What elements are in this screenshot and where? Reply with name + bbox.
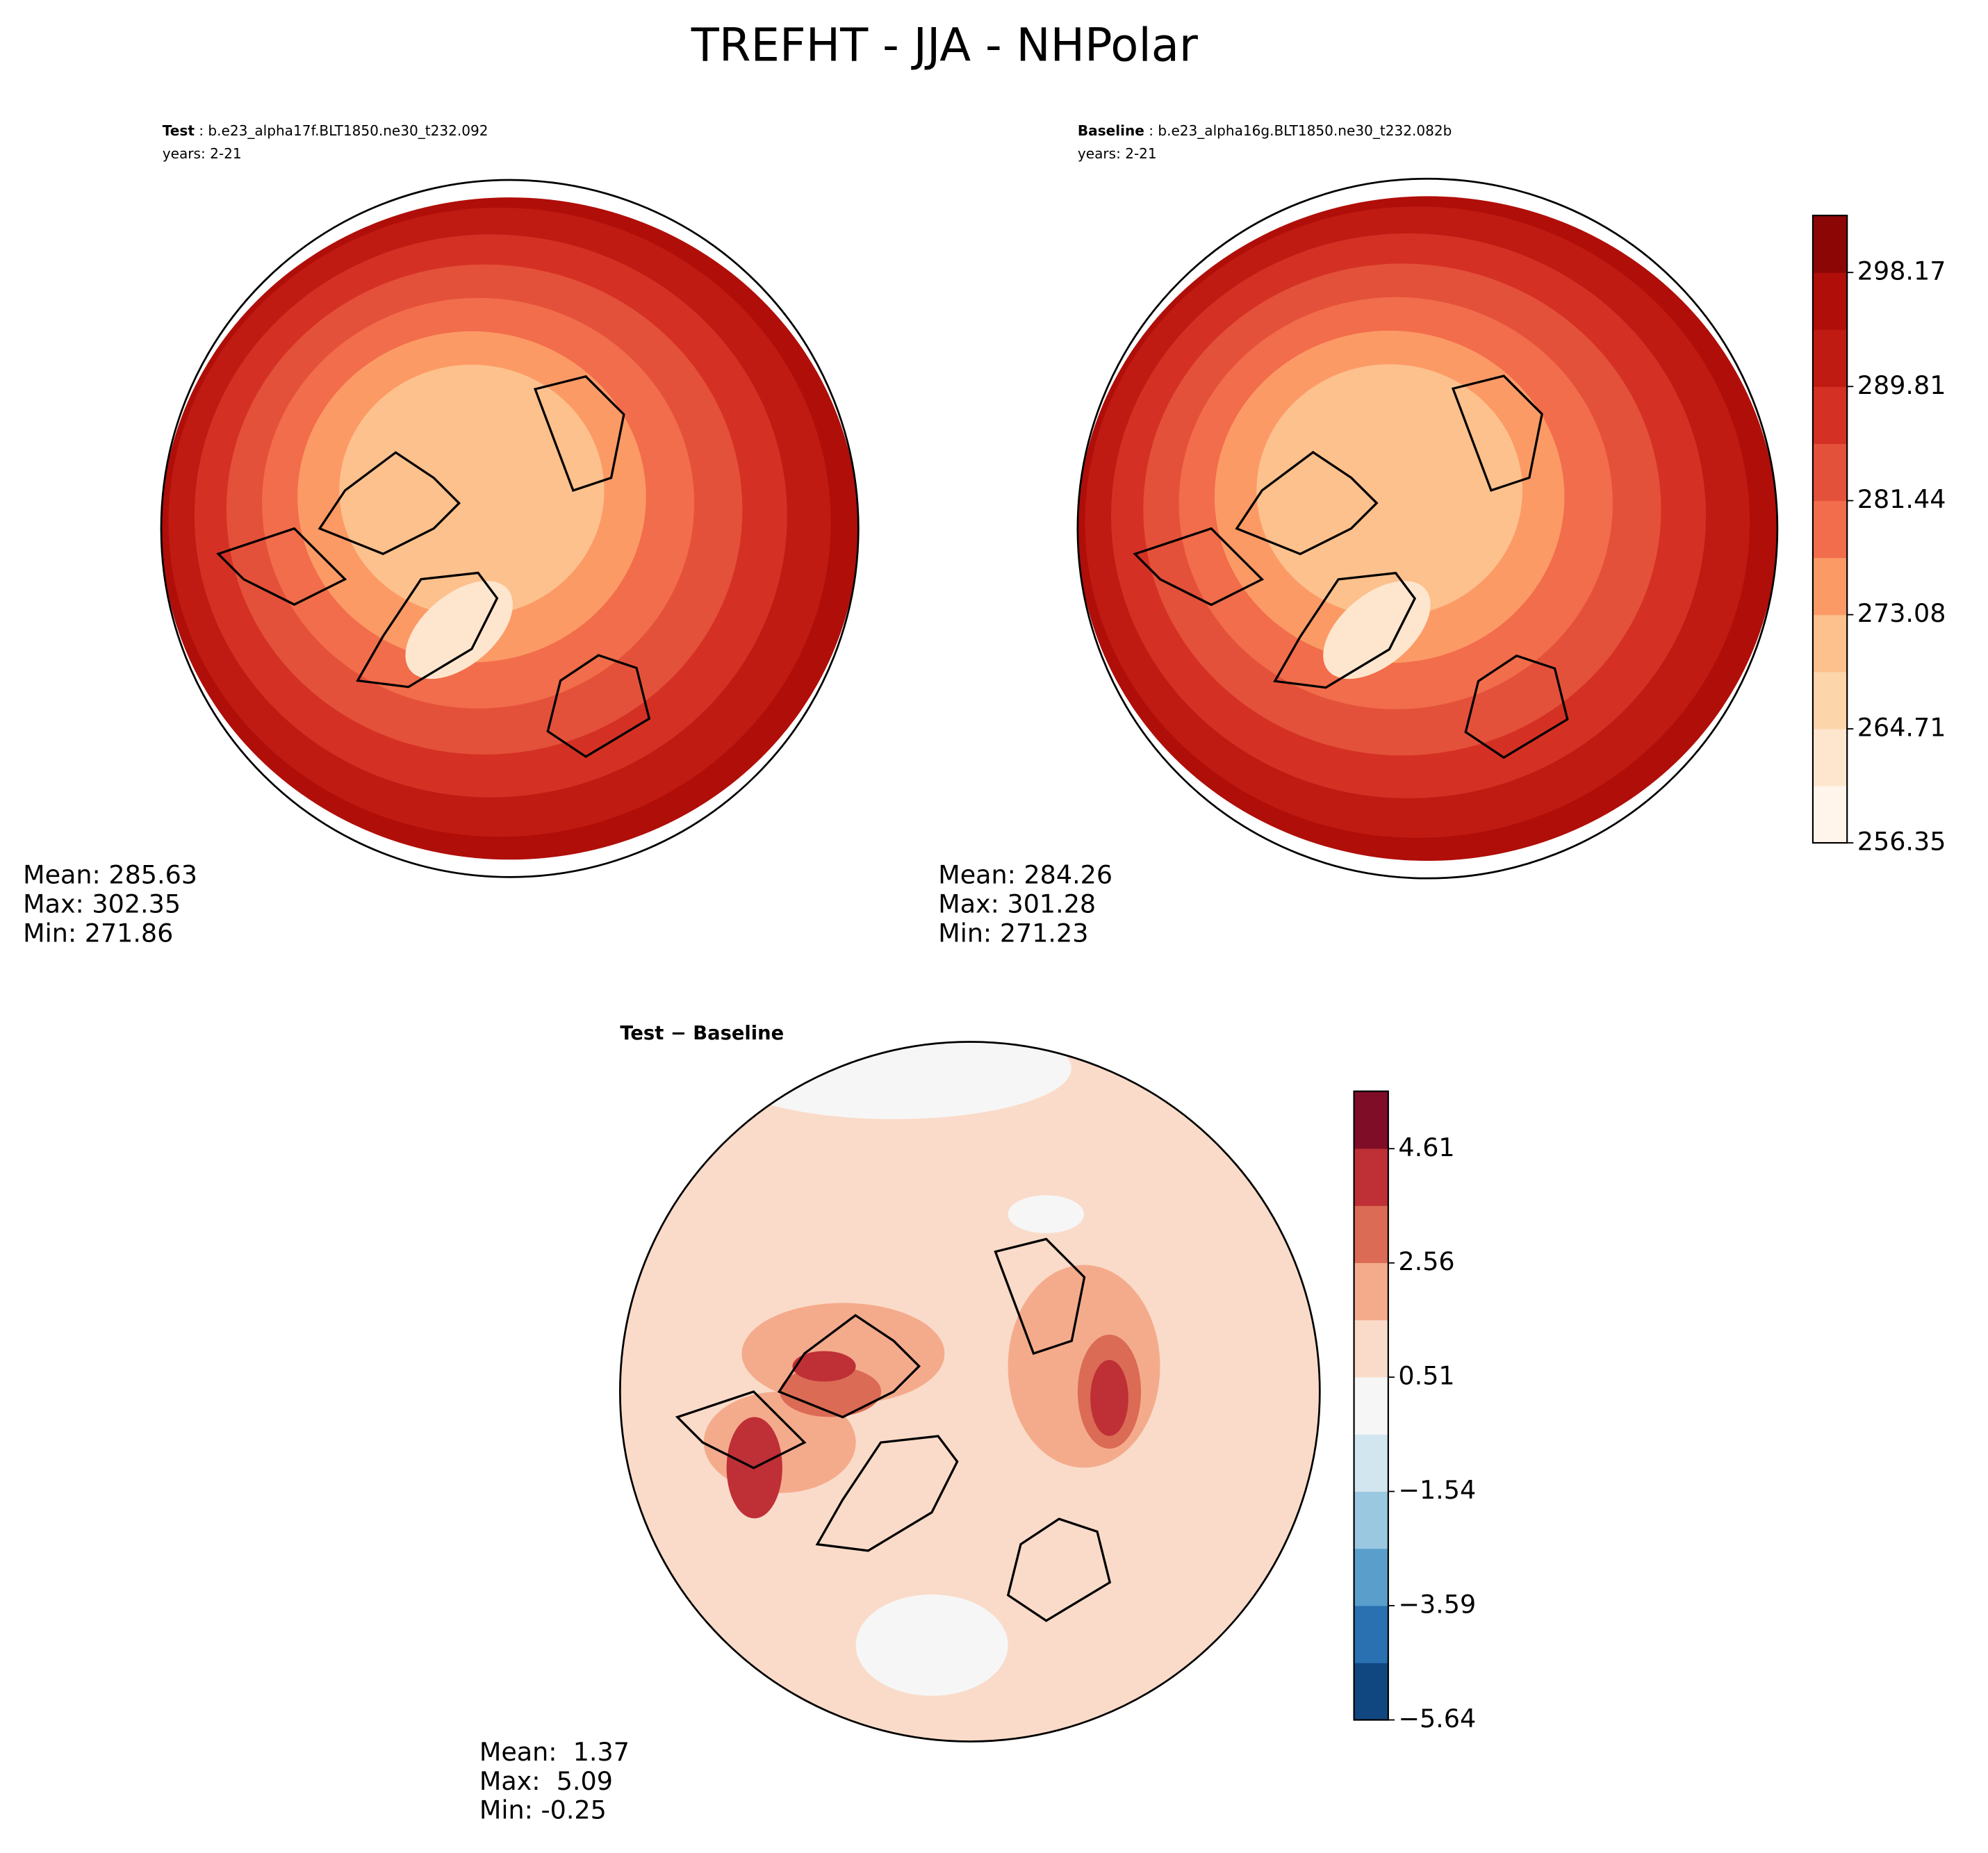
colorbar-band	[1354, 1205, 1388, 1263]
colorbar-tick-label: 264.71	[1857, 712, 1946, 742]
panel-years: years: 2-21	[163, 145, 242, 162]
stat-line: Mean: 1.37	[479, 1737, 630, 1767]
map-band	[1256, 364, 1522, 617]
map-border	[618, 1041, 1321, 1743]
colorbar-tick-label: 4.61	[1398, 1133, 1454, 1162]
map-band	[792, 1351, 856, 1382]
panel-title-bold: Baseline	[1078, 122, 1144, 139]
colorbar-band	[1812, 614, 1848, 673]
map-band	[620, 1041, 1320, 1742]
coastline	[994, 1237, 1086, 1356]
coastline	[1273, 571, 1417, 689]
map-field	[1077, 196, 1777, 862]
map-field	[620, 1041, 1320, 1742]
colorbar-band	[1812, 728, 1848, 787]
colorbar-tick-label: −5.64	[1398, 1704, 1476, 1733]
map-band	[1008, 1195, 1085, 1233]
panel-title: Baseline : b.e23_alpha16g.BLT1850.ne30_t…	[1078, 122, 1452, 139]
colorbar-band	[1354, 1376, 1388, 1435]
colorbar-band	[1354, 1091, 1388, 1149]
colorbar-band	[1812, 215, 1848, 273]
stat-line: Max: 301.28	[938, 889, 1096, 919]
stat-line: Max: 5.09	[479, 1766, 613, 1796]
map-panel: Test : b.e23_alpha17f.BLT1850.ne30_t232.…	[23, 122, 860, 948]
map-panel: Baseline : b.e23_alpha16g.BLT1850.ne30_t…	[938, 122, 1946, 948]
panel-title-bold: Test	[163, 122, 195, 139]
colorbar-band	[1812, 671, 1848, 730]
panel-title-bold: Test − Baseline	[620, 1023, 784, 1044]
colorbar-band	[1354, 1148, 1388, 1206]
colorbar-tick-label: 281.44	[1857, 484, 1946, 514]
coastline	[546, 654, 651, 758]
colorbar-frame	[1353, 1090, 1389, 1721]
colorbar-band	[1812, 329, 1848, 387]
coastline	[1133, 527, 1265, 607]
figure-title: TREFHT - JJA - NHPolar	[691, 19, 1198, 72]
panel-title-text: : b.e23_alpha16g.BLT1850.ne30_t232.082b	[1144, 122, 1452, 139]
stat-line: Min: -0.25	[479, 1795, 607, 1825]
colorbar-band	[1812, 557, 1848, 616]
colorbar-frame	[1812, 215, 1848, 844]
colorbar-band	[1354, 1262, 1388, 1321]
map-band	[339, 364, 605, 617]
colorbar-band	[1354, 1548, 1388, 1606]
colorbar-tick-label: 2.56	[1398, 1246, 1454, 1276]
colorbar-tick-label: 298.17	[1857, 256, 1946, 286]
panel-title: Test : b.e23_alpha17f.BLT1850.ne30_t232.…	[163, 122, 488, 139]
coastline	[777, 1314, 921, 1419]
coastline	[675, 1390, 807, 1469]
colorbar-tick-label: 0.51	[1398, 1361, 1454, 1391]
stat-line: Mean: 285.63	[23, 859, 197, 889]
map-band	[405, 581, 513, 680]
colorbar-band	[1354, 1491, 1388, 1549]
colorbar-band	[1354, 1319, 1388, 1378]
colorbar-tick-label: 256.35	[1857, 827, 1946, 857]
map-band	[855, 1594, 1008, 1696]
coastline	[216, 527, 347, 606]
stat-line: Min: 271.86	[23, 918, 173, 948]
coastline	[533, 374, 625, 493]
colorbar-band	[1354, 1434, 1388, 1492]
coastline	[318, 451, 461, 555]
map-band	[1323, 581, 1431, 680]
coastline	[1451, 374, 1543, 492]
coastline	[815, 1435, 959, 1552]
coastline	[1235, 450, 1379, 556]
colorbar-band	[1812, 500, 1848, 559]
colorbar-band	[1812, 386, 1848, 445]
coastline	[1006, 1517, 1112, 1622]
stat-line: Min: 271.23	[938, 918, 1088, 948]
map-band	[1090, 1360, 1128, 1436]
map-border	[160, 179, 860, 878]
map-field	[161, 197, 859, 860]
colorbar-band	[1812, 272, 1848, 330]
colorbar-tick-label: 273.08	[1857, 598, 1946, 628]
panel-title-text: : b.e23_alpha17f.BLT1850.ne30_t232.092	[195, 122, 488, 139]
coastline	[356, 571, 499, 689]
stat-line: Max: 302.35	[23, 889, 181, 919]
panel-years: years: 2-21	[1078, 145, 1157, 162]
stat-line: Mean: 284.26	[938, 859, 1112, 889]
colorbar-tick-label: 289.81	[1857, 370, 1946, 400]
map-border	[1076, 177, 1779, 880]
map-band	[780, 1366, 882, 1417]
colorbar-band	[1354, 1605, 1388, 1663]
colorbar-tick-label: −3.59	[1398, 1590, 1476, 1620]
colorbar-band	[1354, 1663, 1388, 1721]
colorbar-band	[1812, 786, 1848, 843]
colorbar-band	[1812, 443, 1848, 502]
panel-title: Test − Baseline	[620, 1023, 784, 1044]
coastline	[1464, 654, 1569, 759]
colorbar-tick-label: −1.54	[1398, 1475, 1476, 1505]
